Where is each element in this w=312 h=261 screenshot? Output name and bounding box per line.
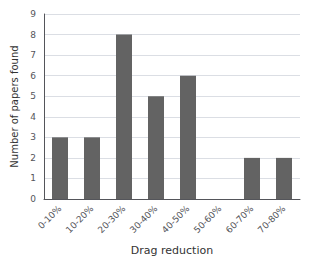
- svg-text:5: 5: [30, 91, 36, 101]
- svg-text:4: 4: [30, 112, 36, 122]
- svg-text:20-30%: 20-30%: [96, 203, 128, 235]
- svg-text:3: 3: [30, 132, 36, 142]
- svg-text:2: 2: [30, 153, 36, 163]
- svg-text:Number of papers found: Number of papers found: [9, 45, 20, 167]
- svg-text:0-10%: 0-10%: [36, 203, 64, 231]
- svg-text:10-20%: 10-20%: [64, 203, 96, 235]
- svg-text:0: 0: [30, 194, 36, 204]
- svg-text:Drag reduction: Drag reduction: [131, 244, 213, 257]
- svg-text:70-80%: 70-80%: [256, 203, 288, 235]
- svg-text:40-50%: 40-50%: [160, 203, 192, 235]
- svg-text:7: 7: [30, 50, 36, 60]
- svg-text:9: 9: [30, 9, 36, 19]
- svg-text:50-60%: 50-60%: [192, 203, 224, 235]
- svg-text:6: 6: [30, 71, 36, 81]
- svg-text:8: 8: [30, 30, 36, 40]
- svg-text:30-40%: 30-40%: [128, 203, 160, 235]
- svg-text:1: 1: [30, 173, 36, 183]
- svg-text:60-70%: 60-70%: [224, 203, 256, 235]
